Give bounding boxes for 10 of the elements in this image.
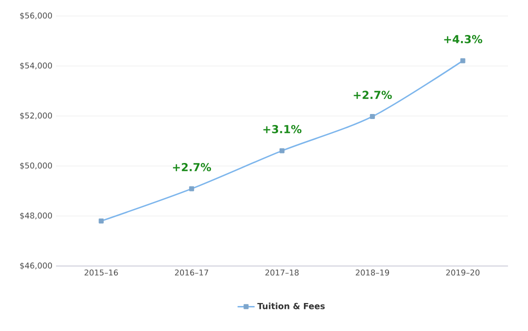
legend-label: Tuition & Fees [257,302,325,310]
point [98,218,104,224]
annotation: +4.3% [444,35,482,44]
annotation: +2.7% [354,90,392,100]
annotation: +2.7% [172,163,212,172]
point [460,58,466,64]
point [189,186,194,192]
point [370,114,375,119]
annotation: +3.1% [263,125,302,134]
point [280,148,284,154]
